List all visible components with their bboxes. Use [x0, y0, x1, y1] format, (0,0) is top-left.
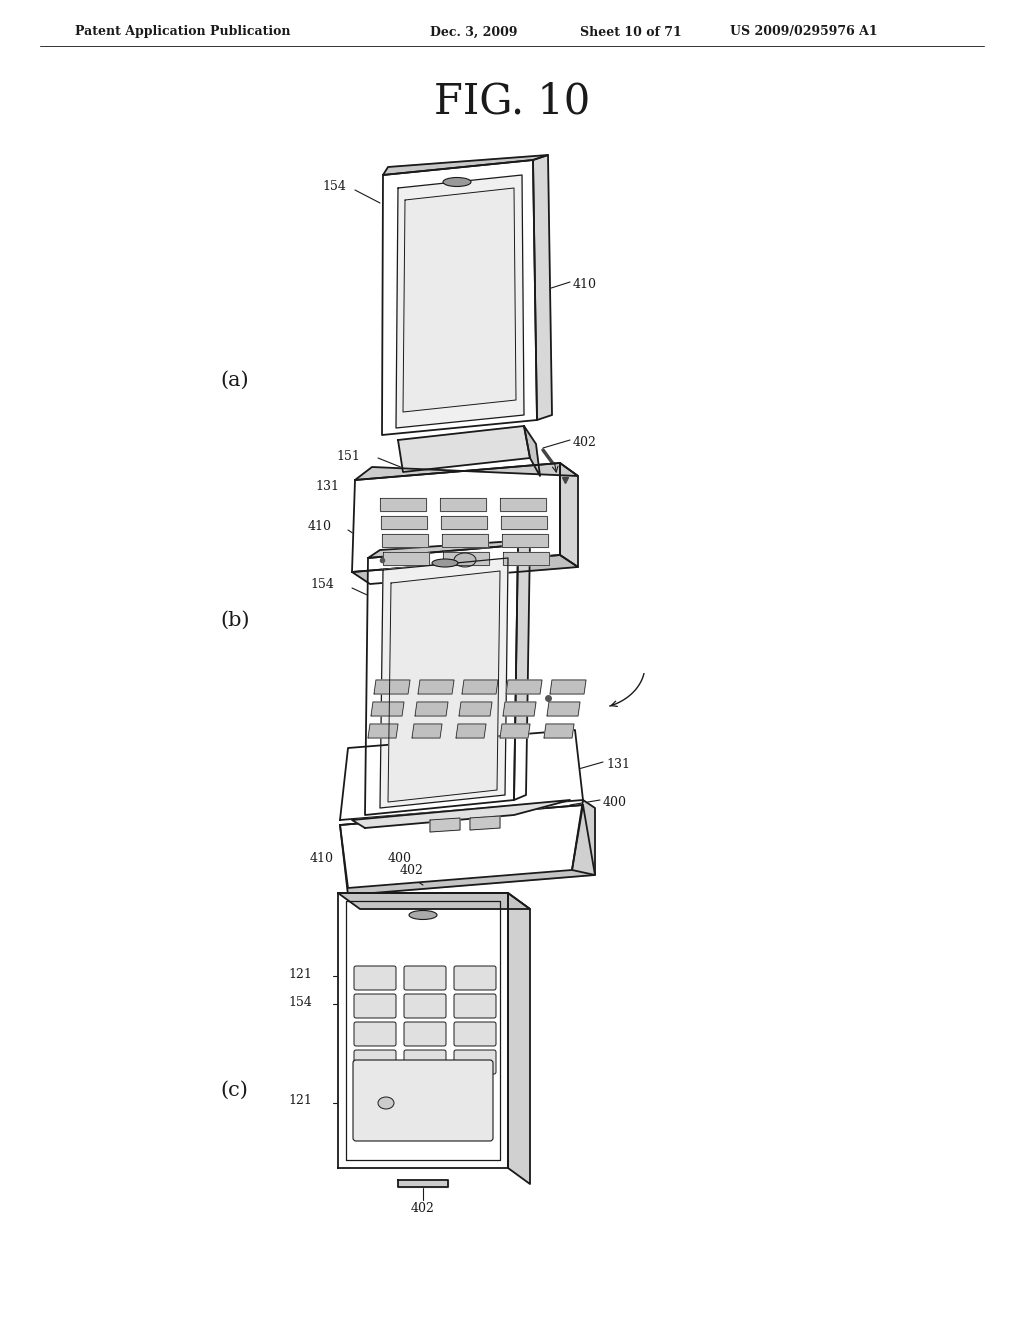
- Text: (a): (a): [220, 371, 249, 389]
- Text: 121: 121: [288, 968, 312, 981]
- Polygon shape: [338, 894, 508, 1168]
- Polygon shape: [382, 160, 537, 436]
- Text: 121: 121: [503, 536, 527, 549]
- Text: (b): (b): [220, 610, 250, 630]
- Polygon shape: [430, 818, 460, 832]
- Polygon shape: [403, 187, 516, 412]
- FancyBboxPatch shape: [454, 1049, 496, 1074]
- Polygon shape: [572, 800, 595, 875]
- Text: 131: 131: [315, 479, 339, 492]
- Text: Dec. 3, 2009: Dec. 3, 2009: [430, 25, 517, 38]
- Polygon shape: [380, 558, 508, 808]
- Polygon shape: [352, 800, 570, 828]
- Polygon shape: [396, 176, 524, 428]
- FancyBboxPatch shape: [454, 1022, 496, 1045]
- Text: 154: 154: [310, 578, 334, 591]
- Polygon shape: [340, 805, 595, 895]
- Polygon shape: [443, 552, 489, 565]
- Text: 121: 121: [288, 1094, 312, 1107]
- FancyBboxPatch shape: [354, 1049, 396, 1074]
- FancyBboxPatch shape: [354, 966, 396, 990]
- Polygon shape: [368, 723, 398, 738]
- Polygon shape: [503, 552, 549, 565]
- Polygon shape: [550, 680, 586, 694]
- Polygon shape: [340, 730, 583, 820]
- Polygon shape: [514, 540, 530, 800]
- Polygon shape: [352, 554, 578, 583]
- Text: 400: 400: [503, 552, 527, 565]
- Text: FIG. 10: FIG. 10: [434, 81, 590, 123]
- Polygon shape: [383, 552, 429, 565]
- Polygon shape: [506, 680, 542, 694]
- Polygon shape: [412, 723, 442, 738]
- Text: 402: 402: [411, 1201, 435, 1214]
- FancyBboxPatch shape: [354, 1022, 396, 1045]
- FancyBboxPatch shape: [404, 1022, 446, 1045]
- Text: 154: 154: [288, 995, 312, 1008]
- Ellipse shape: [454, 553, 476, 568]
- Polygon shape: [547, 702, 580, 715]
- FancyBboxPatch shape: [404, 1049, 446, 1074]
- FancyBboxPatch shape: [354, 994, 396, 1018]
- Polygon shape: [470, 816, 500, 830]
- Polygon shape: [340, 805, 583, 888]
- Polygon shape: [441, 516, 487, 529]
- Polygon shape: [398, 426, 530, 473]
- Polygon shape: [462, 680, 498, 694]
- Ellipse shape: [378, 1097, 394, 1109]
- Polygon shape: [503, 702, 536, 715]
- Polygon shape: [418, 680, 454, 694]
- Polygon shape: [382, 535, 428, 546]
- Polygon shape: [534, 154, 552, 420]
- Polygon shape: [352, 463, 560, 572]
- FancyBboxPatch shape: [454, 994, 496, 1018]
- Polygon shape: [456, 723, 486, 738]
- Polygon shape: [459, 702, 492, 715]
- Text: US 2009/0295976 A1: US 2009/0295976 A1: [730, 25, 878, 38]
- Polygon shape: [500, 723, 530, 738]
- Polygon shape: [388, 572, 500, 803]
- Polygon shape: [560, 463, 578, 568]
- FancyBboxPatch shape: [404, 994, 446, 1018]
- Polygon shape: [383, 154, 548, 176]
- Polygon shape: [544, 723, 574, 738]
- Polygon shape: [415, 702, 449, 715]
- Text: 400: 400: [603, 796, 627, 809]
- Text: 131: 131: [606, 759, 630, 771]
- Polygon shape: [442, 535, 488, 546]
- Polygon shape: [338, 894, 530, 909]
- Polygon shape: [371, 702, 404, 715]
- Polygon shape: [368, 540, 530, 558]
- Polygon shape: [508, 894, 530, 1184]
- Text: 410: 410: [573, 279, 597, 292]
- Polygon shape: [398, 1180, 449, 1187]
- Text: (c): (c): [220, 1081, 248, 1100]
- Polygon shape: [524, 426, 540, 477]
- Ellipse shape: [443, 177, 471, 186]
- Polygon shape: [440, 498, 486, 511]
- Polygon shape: [355, 463, 578, 480]
- Polygon shape: [501, 516, 547, 529]
- Text: 402: 402: [573, 437, 597, 450]
- Text: 402: 402: [400, 863, 424, 876]
- FancyBboxPatch shape: [353, 1060, 493, 1140]
- Text: 154: 154: [322, 181, 346, 194]
- Text: 410: 410: [310, 851, 334, 865]
- Polygon shape: [374, 680, 410, 694]
- Polygon shape: [502, 535, 548, 546]
- Text: 400: 400: [388, 851, 412, 865]
- Polygon shape: [381, 516, 427, 529]
- Polygon shape: [365, 545, 518, 814]
- Text: Patent Application Publication: Patent Application Publication: [75, 25, 291, 38]
- Text: Sheet 10 of 71: Sheet 10 of 71: [580, 25, 682, 38]
- Text: 410: 410: [308, 520, 332, 533]
- FancyBboxPatch shape: [404, 966, 446, 990]
- Polygon shape: [500, 498, 546, 511]
- Ellipse shape: [432, 558, 458, 568]
- Polygon shape: [380, 498, 426, 511]
- Text: 151: 151: [336, 450, 359, 462]
- Ellipse shape: [409, 911, 437, 920]
- FancyBboxPatch shape: [454, 966, 496, 990]
